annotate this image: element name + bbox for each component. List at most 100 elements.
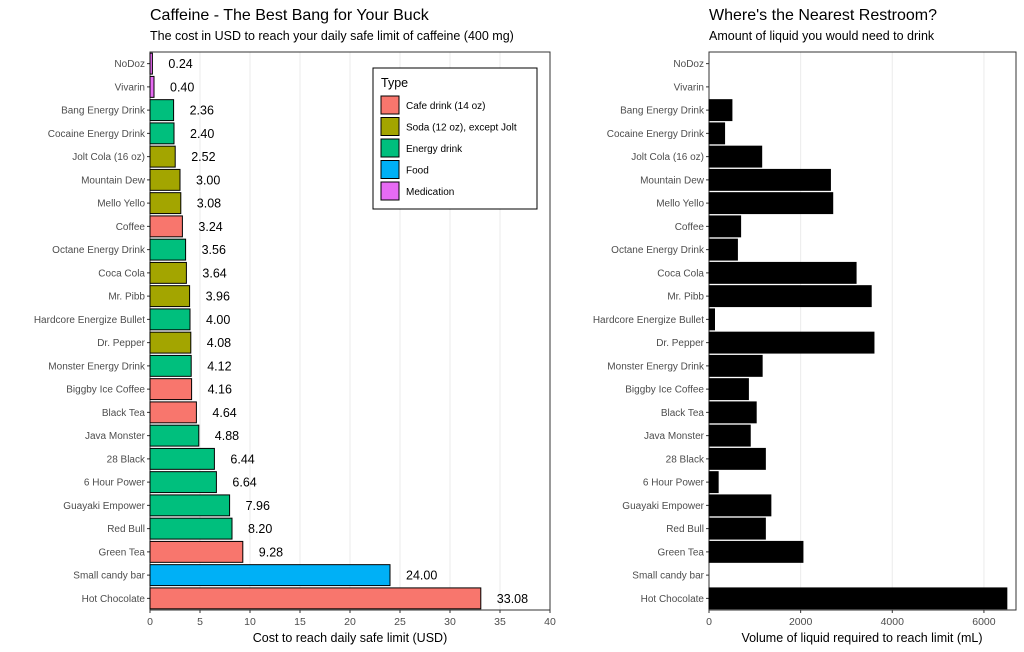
left-y-tick-label-mr-pibb: Mr. Pibb xyxy=(108,292,145,303)
left-value-label-28-black: 6.44 xyxy=(230,452,254,466)
legend-box xyxy=(372,67,538,210)
left-x-axis-label: Cost to reach daily safe limit (USD) xyxy=(253,631,448,645)
left-y-tick-label-mello-yello: Mello Yello xyxy=(97,199,145,210)
left-x-tick-label-20: 20 xyxy=(344,616,356,628)
left-bar-jolt-cola-16-oz xyxy=(149,145,176,168)
left-bar-6-hour-power xyxy=(149,471,217,494)
right-y-tick-label-monster-energy-drink: Monster Energy Drink xyxy=(607,361,705,372)
left-bar-java-monster xyxy=(149,424,200,447)
left-value-label-small-candy-bar: 24.00 xyxy=(406,569,437,583)
legend-label-energy-drink: Energy drink xyxy=(406,144,463,155)
left-bar-bang-energy-drink xyxy=(149,99,175,122)
right-plot-area: 0 2000 4000 6000 NoDoz Vivarin Bang Energy Dri… xyxy=(593,51,1017,628)
right-y-tick-label-black-tea: Black Tea xyxy=(661,408,705,419)
left-y-tick-label-hardcore-energize-bullet: Hardcore Energize Bullet xyxy=(34,315,145,326)
left-value-label-dr-pepper: 4.08 xyxy=(207,336,231,350)
left-bar-28-black xyxy=(149,447,215,470)
left-y-tick-label-mountain-dew: Mountain Dew xyxy=(81,175,146,186)
right-panel-background xyxy=(709,52,1016,610)
left-y-tick-label-green-tea: Green Tea xyxy=(98,547,145,558)
right-bar-java-monster xyxy=(708,424,751,447)
legend-label-soda-12-oz-except-jolt: Soda (12 oz), except Jolt xyxy=(406,123,517,134)
right-y-tick-label-6-hour-power: 6 Hour Power xyxy=(643,478,705,489)
left-y-tick-label-coffee: Coffee xyxy=(116,222,146,233)
right-y-tick-label-dr-pepper: Dr. Pepper xyxy=(656,338,704,349)
left-value-label-vivarin: 0.40 xyxy=(170,80,194,94)
right-bar-guayaki-empower xyxy=(708,494,772,517)
left-value-label-mello-yello: 3.08 xyxy=(197,197,221,211)
right-bar-6-hour-power xyxy=(708,471,719,494)
left-value-label-hardcore-energize-bullet: 4.00 xyxy=(206,313,230,327)
left-value-label-nodoz: 0.24 xyxy=(168,57,192,71)
right-chart-subtitle: Amount of liquid you would need to drink xyxy=(709,29,935,43)
right-x-tick-label-6000: 6000 xyxy=(972,616,996,628)
left-value-label-green-tea: 9.28 xyxy=(259,545,283,559)
left-y-tick-label-small-candy-bar: Small candy bar xyxy=(73,571,145,582)
left-y-tick-label-black-tea: Black Tea xyxy=(102,408,146,419)
legend-swatch-energy-drink xyxy=(380,138,400,158)
right-bar-red-bull xyxy=(708,517,766,540)
left-bar-coca-cola xyxy=(149,261,187,284)
left-y-tick-label-monster-energy-drink: Monster Energy Drink xyxy=(48,361,146,372)
left-x-tick-label-30: 30 xyxy=(444,616,456,628)
right-y-tick-label-coca-cola: Coca Cola xyxy=(657,268,704,279)
left-value-label-octane-energy-drink: 3.56 xyxy=(202,243,226,257)
left-bar-dr-pepper xyxy=(149,331,192,354)
left-bar-biggby-ice-coffee xyxy=(149,378,193,401)
left-value-label-red-bull: 8.20 xyxy=(248,522,272,536)
right-x-axis-label: Volume of liquid required to reach limit… xyxy=(741,631,982,645)
left-x-tick-label-0: 0 xyxy=(147,616,153,628)
right-y-tick-label-mr-pibb: Mr. Pibb xyxy=(667,292,704,303)
right-y-tick-label-octane-energy-drink: Octane Energy Drink xyxy=(611,245,705,256)
right-bar-hardcore-energize-bullet xyxy=(708,308,715,331)
left-chart-subtitle: The cost in USD to reach your daily safe… xyxy=(150,29,514,43)
right-y-tick-label-hardcore-energize-bullet: Hardcore Energize Bullet xyxy=(593,315,704,326)
left-value-label-mr-pibb: 3.96 xyxy=(206,290,230,304)
legend-swatch-food xyxy=(380,160,400,179)
right-y-tick-label-jolt-cola-16-oz: Jolt Cola (16 oz) xyxy=(631,152,704,163)
right-bar-mr-pibb xyxy=(708,285,872,308)
left-bar-mello-yello xyxy=(149,192,182,215)
right-panel-border xyxy=(708,51,1017,611)
left-x-tick-label-35: 35 xyxy=(494,616,506,628)
right-bar-mello-yello xyxy=(708,192,834,215)
right-y-tick-label-nodoz: NoDoz xyxy=(673,59,704,70)
left-y-tick-label-6-hour-power: 6 Hour Power xyxy=(84,478,146,489)
left-bar-hot-chocolate xyxy=(149,587,482,610)
left-value-label-black-tea: 4.64 xyxy=(212,406,236,420)
right-bar-black-tea xyxy=(708,401,757,424)
legend-label-medication: Medication xyxy=(406,187,454,198)
legend: Type Cafe drink (14 oz) Soda (12 oz), exc… xyxy=(372,67,538,210)
right-y-tick-label-hot-chocolate: Hot Chocolate xyxy=(641,594,705,605)
left-x-tick-label-25: 25 xyxy=(394,616,406,628)
left-bar-black-tea xyxy=(149,401,197,424)
left-bar-small-candy-bar xyxy=(149,564,391,587)
left-value-label-java-monster: 4.88 xyxy=(215,429,239,443)
right-x-tick-label-4000: 4000 xyxy=(881,616,905,628)
left-panel-border xyxy=(149,51,551,611)
left-bar-octane-energy-drink xyxy=(149,238,187,261)
left-value-label-coca-cola: 3.64 xyxy=(202,266,226,280)
left-y-tick-label-hot-chocolate: Hot Chocolate xyxy=(82,594,146,605)
right-y-tick-label-red-bull: Red Bull xyxy=(666,524,704,535)
right-y-tick-label-small-candy-bar: Small candy bar xyxy=(632,571,704,582)
left-bar-mr-pibb xyxy=(149,285,191,308)
left-value-label-biggby-ice-coffee: 4.16 xyxy=(208,383,232,397)
right-y-tick-label-vivarin: Vivarin xyxy=(674,82,704,93)
left-y-tick-label-red-bull: Red Bull xyxy=(107,524,145,535)
left-y-tick-label-java-monster: Java Monster xyxy=(85,431,146,442)
right-bar-mountain-dew xyxy=(708,168,831,191)
left-x-tick-label-5: 5 xyxy=(197,616,203,628)
left-value-label-mountain-dew: 3.00 xyxy=(196,173,220,187)
left-bar-mountain-dew xyxy=(149,168,181,191)
right-bar-dr-pepper xyxy=(708,331,875,354)
right-x-tick-label-2000: 2000 xyxy=(789,616,813,628)
left-bar-vivarin xyxy=(149,75,155,98)
right-x-tick-label-0: 0 xyxy=(706,616,712,628)
left-bar-hardcore-energize-bullet xyxy=(149,308,191,331)
left-bar-monster-energy-drink xyxy=(149,354,192,377)
right-bar-bang-energy-drink xyxy=(708,99,733,122)
legend-label-food: Food xyxy=(406,166,429,177)
